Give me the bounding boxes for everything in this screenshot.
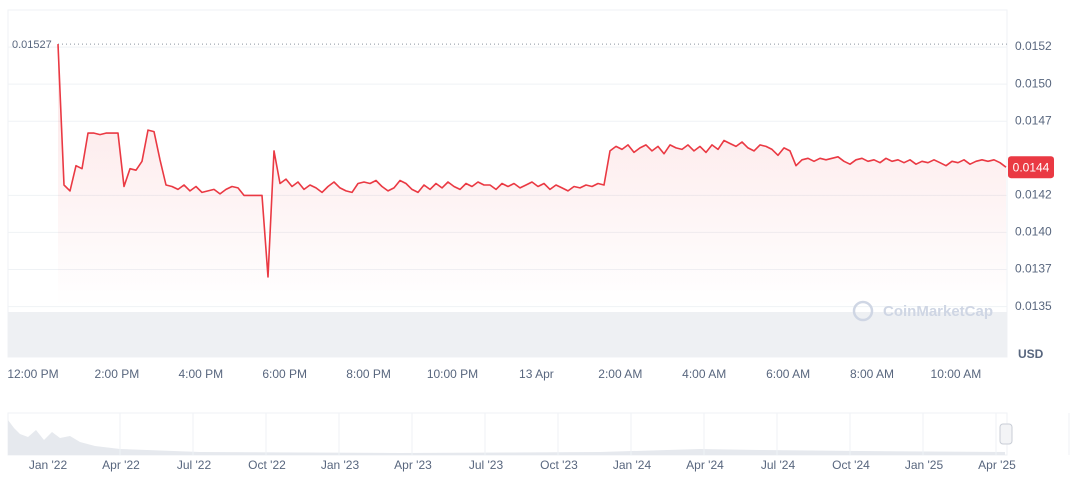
y-tick-label: 0.0140 bbox=[1015, 225, 1052, 239]
navigator-label: Jul '22 bbox=[177, 458, 212, 472]
x-tick-label: 10:00 AM bbox=[931, 367, 982, 381]
navigator-label: Apr '22 bbox=[102, 458, 140, 472]
currency-label: USD bbox=[1018, 347, 1044, 361]
x-tick-label: 4:00 PM bbox=[178, 367, 223, 381]
watermark-text: CoinMarketCap bbox=[883, 303, 993, 320]
x-tick-label: 8:00 AM bbox=[850, 367, 894, 381]
navigator-label: Apr '25 bbox=[978, 458, 1016, 472]
watermark: CoinMarketCap bbox=[852, 300, 993, 322]
navigator-label: Apr '24 bbox=[686, 458, 724, 472]
x-tick-label: 12:00 PM bbox=[7, 367, 58, 381]
price-area bbox=[58, 44, 1006, 307]
navigator-area bbox=[8, 420, 1005, 455]
x-tick-label: 6:00 AM bbox=[766, 367, 810, 381]
y-tick-label: 0.0152 bbox=[1015, 39, 1052, 53]
navigator-frame bbox=[7, 412, 1008, 456]
x-tick-label: 4:00 AM bbox=[682, 367, 726, 381]
navigator-handle[interactable] bbox=[999, 423, 1013, 445]
x-tick-label: 8:00 PM bbox=[346, 367, 391, 381]
y-tick-label: 0.0147 bbox=[1015, 113, 1052, 127]
y-tick-label: 0.0137 bbox=[1015, 262, 1052, 276]
navigator-label: Jan '23 bbox=[321, 458, 360, 472]
navigator-label: Apr '23 bbox=[394, 458, 432, 472]
navigator-label: Oct '23 bbox=[540, 458, 578, 472]
price-badge-label: 0.0144 bbox=[1013, 160, 1050, 174]
x-tick-label: 2:00 AM bbox=[598, 367, 642, 381]
navigator-label: Jan '25 bbox=[905, 458, 944, 472]
y-tick-label: 0.0135 bbox=[1015, 299, 1052, 313]
x-tick-label: 6:00 PM bbox=[262, 367, 307, 381]
navigator-label: Jan '24 bbox=[613, 458, 652, 472]
x-tick-label: 13 Apr bbox=[519, 367, 554, 381]
x-tick-label: 10:00 PM bbox=[427, 367, 478, 381]
price-badge bbox=[1008, 156, 1054, 179]
x-tick-label: 2:00 PM bbox=[95, 367, 140, 381]
volume-band bbox=[8, 312, 1007, 357]
max-label: 0.01527 bbox=[12, 39, 52, 51]
navigator-label: Jul '23 bbox=[469, 458, 504, 472]
navigator-label: Oct '24 bbox=[832, 458, 870, 472]
y-tick-label: 0.0142 bbox=[1015, 188, 1052, 202]
navigator-label: Oct '22 bbox=[248, 458, 286, 472]
y-tick-label: 0.0150 bbox=[1015, 76, 1052, 90]
price-line bbox=[57, 44, 1007, 278]
navigator-label: Jan '22 bbox=[29, 458, 68, 472]
navigator-label: Jul '24 bbox=[761, 458, 796, 472]
watermark-logo bbox=[852, 300, 874, 322]
